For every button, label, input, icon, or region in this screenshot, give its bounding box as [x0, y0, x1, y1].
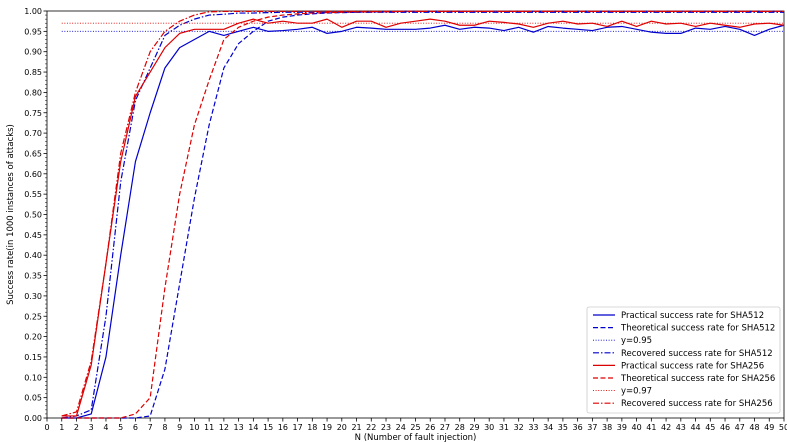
x-tick-label: 17 — [292, 423, 302, 432]
x-tick-label: 20 — [337, 423, 347, 432]
y-tick-label: 0.50 — [24, 211, 42, 220]
y-tick-label: 0.25 — [24, 312, 42, 321]
x-tick-label: 32 — [514, 423, 524, 432]
legend-entry: Practical success rate for SHA256 — [621, 361, 764, 371]
x-tick-label: 7 — [148, 423, 153, 432]
x-tick-label: 16 — [278, 423, 288, 432]
x-tick-label: 34 — [543, 423, 553, 432]
x-tick-label: 35 — [558, 423, 568, 432]
y-tick-label: 0.05 — [24, 394, 42, 403]
x-tick-label: 40 — [632, 423, 642, 432]
x-tick-label: 9 — [177, 423, 182, 432]
y-tick-label: 0.80 — [24, 88, 42, 97]
y-tick-label: 0.55 — [24, 190, 42, 199]
x-tick-label: 38 — [602, 423, 612, 432]
x-tick-label: 8 — [162, 423, 167, 432]
legend-entry: Practical success rate for SHA512 — [621, 311, 764, 321]
x-tick-label: 27 — [440, 423, 450, 432]
x-tick-label: 11 — [204, 423, 214, 432]
y-axis-label: Success rate(in 1000 instances of attack… — [6, 124, 16, 305]
x-axis: 0 1 2 3 4 5 6 7 8 9 10 11 12 13 14 15 16 17 18 19 20 21 22 23 24… — [44, 418, 787, 432]
x-tick-label: 13 — [234, 423, 244, 432]
x-tick-label: 42 — [661, 423, 671, 432]
legend: Practical success rate for SHA512 Theoret… — [586, 306, 781, 414]
x-tick-label: 14 — [248, 423, 258, 432]
x-tick-label: 22 — [366, 423, 376, 432]
x-tick-label: 4 — [103, 423, 108, 432]
x-axis-label: N (Number of fault injection) — [355, 433, 477, 442]
legend-entry: y=0.97 — [621, 387, 652, 397]
series-layer — [61, 10, 785, 419]
y-tick-label: 0.90 — [24, 48, 42, 57]
x-tick-label: 45 — [705, 423, 715, 432]
x-tick-label: 15 — [263, 423, 273, 432]
x-tick-label: 6 — [133, 423, 138, 432]
y-tick-label: 0.85 — [24, 68, 42, 77]
y-tick-label: 0.65 — [24, 149, 42, 158]
x-tick-label: 18 — [307, 423, 317, 432]
series-line-8 — [61, 10, 784, 417]
x-tick-label: 36 — [573, 423, 583, 432]
y-tick-label: 0.70 — [24, 129, 42, 138]
x-tick-label: 43 — [676, 423, 686, 432]
y-tick-label: 0.75 — [24, 109, 42, 118]
y-tick-label: 0.30 — [24, 292, 42, 301]
x-tick-label: 31 — [499, 423, 509, 432]
x-tick-label: 47 — [735, 423, 745, 432]
legend-entry: Theoretical success rate for SHA512 — [620, 324, 775, 334]
x-tick-label: 44 — [690, 423, 700, 432]
x-tick-label: 39 — [617, 423, 627, 432]
x-tick-label: 46 — [720, 423, 730, 432]
x-tick-label: 24 — [396, 423, 406, 432]
y-tick-label: 0.15 — [24, 353, 42, 362]
x-tick-label: 48 — [749, 423, 759, 432]
x-tick-label: 0 — [44, 423, 49, 432]
x-tick-label: 30 — [484, 423, 494, 432]
series-line-5 — [61, 18, 785, 417]
legend-entry: Theoretical success rate for SHA256 — [620, 374, 775, 384]
x-tick-label: 33 — [528, 423, 538, 432]
y-tick-label: 1.00 — [24, 7, 42, 16]
x-tick-label: 2 — [74, 423, 79, 432]
y-tick-label: 0.60 — [24, 170, 42, 179]
x-tick-label: 21 — [351, 423, 361, 432]
x-tick-label: 49 — [764, 423, 774, 432]
x-tick-label: 29 — [469, 423, 479, 432]
y-axis: 0.00 0.05 0.10 0.15 0.20 0.25 0.30 0.35 0.40 0.45… — [24, 7, 47, 423]
x-tick-label: 25 — [410, 423, 420, 432]
y-tick-label: 0.45 — [24, 231, 42, 240]
series-line-1 — [61, 24, 785, 419]
x-tick-label: 41 — [646, 423, 656, 432]
y-tick-label: 0.40 — [24, 251, 42, 260]
x-tick-label: 19 — [322, 423, 332, 432]
legend-entry: y=0.95 — [621, 336, 652, 346]
y-tick-label: 0.95 — [24, 27, 42, 36]
legend-entry: Recovered success rate for SHA512 — [621, 349, 773, 359]
x-tick-label: 5 — [118, 423, 123, 432]
x-tick-label: 37 — [587, 423, 597, 432]
y-tick-label: 0.20 — [24, 333, 42, 342]
legend-entry: Recovered success rate for SHA256 — [621, 399, 773, 409]
x-tick-label: 10 — [189, 423, 199, 432]
x-tick-label: 26 — [425, 423, 435, 432]
x-tick-label: 12 — [219, 423, 229, 432]
x-tick-label: 28 — [455, 423, 465, 432]
y-tick-label: 0.35 — [24, 272, 42, 281]
x-tick-label: 3 — [89, 423, 94, 432]
x-tick-label: 50 — [779, 423, 787, 432]
x-tick-label: 1 — [59, 423, 64, 432]
y-tick-label: 0.10 — [24, 373, 42, 382]
y-tick-label: 0.00 — [24, 414, 42, 423]
legend-box — [586, 306, 781, 414]
x-tick-label: 23 — [381, 423, 391, 432]
